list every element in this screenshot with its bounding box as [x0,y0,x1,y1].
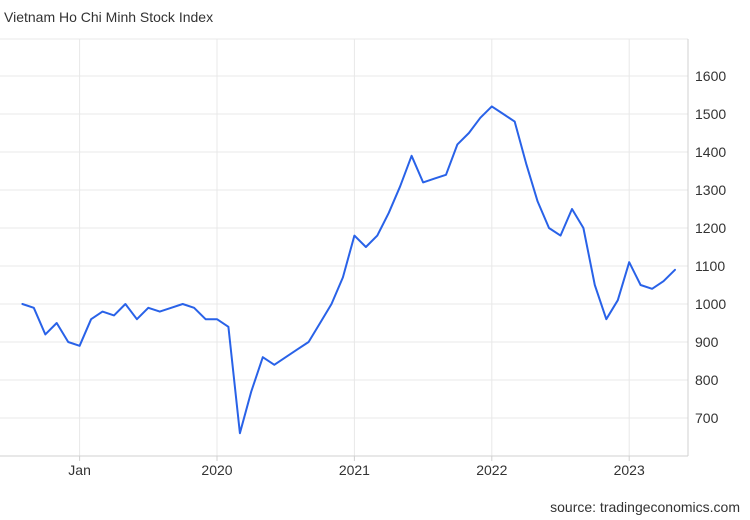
source-credit: source: tradingeconomics.com [550,499,740,515]
y-tick-label: 1100 [695,258,725,274]
x-tick-label: Jan [68,462,91,478]
index-series-line [21,105,676,435]
y-tick-label: 1500 [695,106,726,122]
y-tick-label: 1200 [695,220,726,236]
chart-title: Vietnam Ho Chi Minh Stock Index [4,9,214,25]
x-tick-label: 2023 [614,462,645,478]
y-tick-label: 1400 [695,144,726,160]
y-tick-label: 800 [695,372,719,388]
y-tick-label: 700 [695,410,719,426]
y-tick-label: 1000 [695,296,726,312]
x-tick-label: 2021 [339,462,370,478]
x-tick-label: 2020 [201,462,232,478]
y-tick-label: 1300 [695,182,726,198]
x-tick-label: 2022 [476,462,507,478]
y-tick-label: 900 [695,334,719,350]
y-tick-label: 1600 [695,68,726,84]
